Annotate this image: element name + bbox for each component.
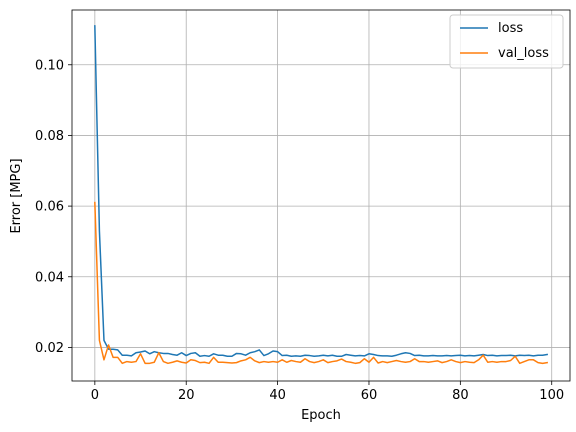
series-layer xyxy=(94,25,549,365)
y-tick-label: 0.02 xyxy=(35,341,64,356)
y-tick-label: 0.06 xyxy=(35,200,64,215)
y-axis-label: Error [MPG] xyxy=(9,158,24,233)
x-ticks: 0 20 40 60 80 100 xyxy=(91,381,564,403)
plot-frame xyxy=(71,9,571,382)
series-line-val-loss xyxy=(94,201,549,365)
y-tick-label: 0.10 xyxy=(35,58,64,73)
y-ticks: 0.02 0.04 0.06 0.08 0.10 xyxy=(35,58,72,356)
legend-label-val-loss: val_loss xyxy=(498,46,549,61)
x-tick-label: 40 xyxy=(269,388,286,403)
x-tick-label: 80 xyxy=(452,388,469,403)
legend: loss val_loss xyxy=(449,14,564,69)
x-tick-label: 100 xyxy=(539,388,564,403)
y-tick-label: 0.08 xyxy=(35,129,64,144)
y-tick-label: 0.04 xyxy=(35,270,64,285)
x-axis-label: Epoch xyxy=(301,408,341,423)
series-line-loss xyxy=(94,25,549,358)
x-tick-label: 60 xyxy=(361,388,378,403)
legend-label-loss: loss xyxy=(498,21,523,36)
x-tick-label: 20 xyxy=(178,388,195,403)
x-tick-label: 0 xyxy=(91,388,99,403)
